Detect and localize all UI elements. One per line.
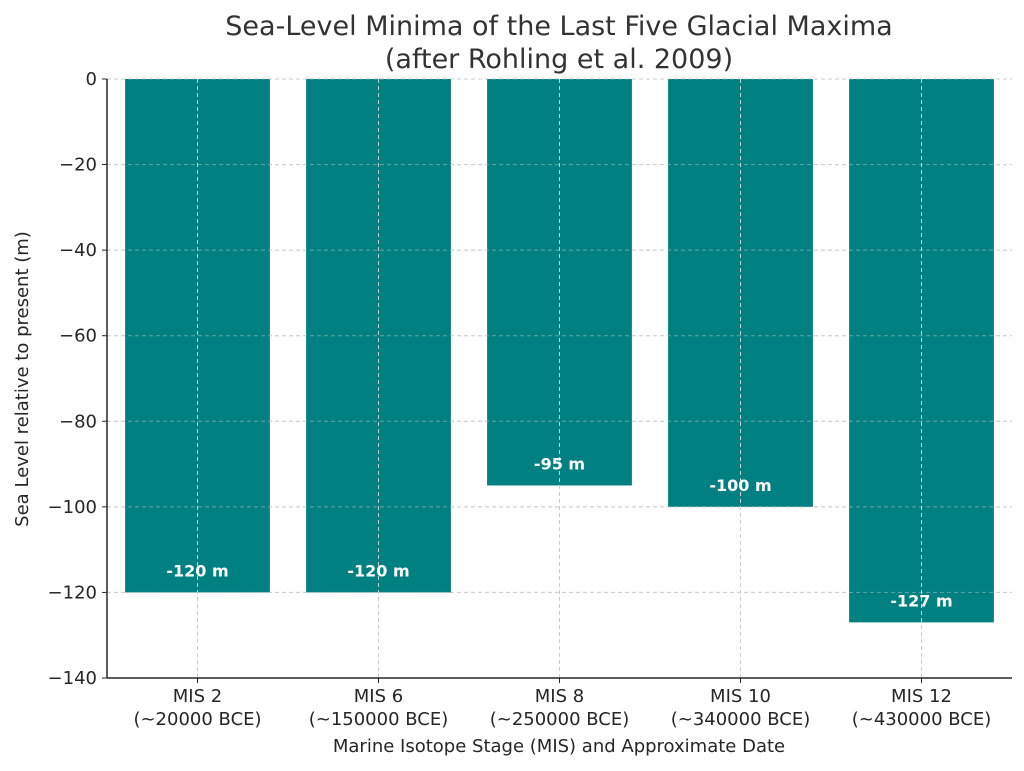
x-tick-label-date: (~430000 BCE) bbox=[852, 709, 992, 730]
bar-data-label: -120 m bbox=[166, 561, 228, 580]
x-tick-label-stage: MIS 6 bbox=[354, 686, 403, 707]
x-tick-label-stage: MIS 8 bbox=[535, 686, 584, 707]
x-tick-label-stage: MIS 12 bbox=[891, 686, 952, 707]
x-tick-label-stage: MIS 2 bbox=[173, 686, 222, 707]
y-tick-label: −40 bbox=[59, 240, 97, 261]
y-tick-label: −100 bbox=[48, 497, 97, 518]
y-tick-label: −120 bbox=[48, 582, 97, 603]
x-axis-label: Marine Isotope Stage (MIS) and Approxima… bbox=[333, 736, 785, 757]
y-tick-label: −20 bbox=[59, 155, 97, 176]
x-tick-label-date: (~20000 BCE) bbox=[133, 709, 261, 730]
bar-data-label: -120 m bbox=[347, 561, 409, 580]
bar-data-label: -100 m bbox=[709, 476, 771, 495]
y-tick-label: −140 bbox=[48, 668, 97, 689]
x-tick-label-stage: MIS 10 bbox=[710, 686, 771, 707]
bars bbox=[107, 78, 1012, 679]
axes: 0 −20 −40 −60 −80 −100 −120 −140 MIS 2(~20000 BC… bbox=[48, 69, 1012, 730]
bar-data-label: -95 m bbox=[534, 454, 585, 473]
chart-subtitle: (after Rohling et al. 2009) bbox=[385, 44, 733, 75]
x-tick-label-date: (~250000 BCE) bbox=[490, 709, 630, 730]
bar-data-labels: -120 m -120 m -95 m -100 m -127 m bbox=[166, 454, 952, 610]
bar-data-label: -127 m bbox=[890, 591, 952, 610]
x-tick-label-date: (~340000 BCE) bbox=[671, 709, 811, 730]
y-axis-label: Sea Level relative to present (m) bbox=[12, 231, 33, 527]
y-tick-label: 0 bbox=[86, 69, 97, 90]
x-tick-label-date: (~150000 BCE) bbox=[309, 709, 449, 730]
bar bbox=[849, 79, 994, 623]
y-tick-label: −60 bbox=[59, 326, 97, 347]
chart-title: Sea-Level Minima of the Last Five Glacia… bbox=[225, 11, 892, 42]
y-tick-label: −80 bbox=[59, 411, 97, 432]
